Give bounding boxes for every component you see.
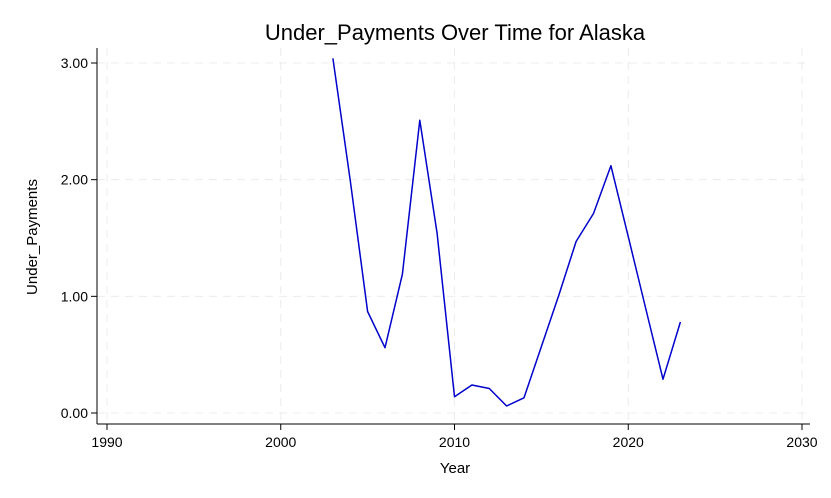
grid	[97, 48, 810, 424]
y-tick-label: 3.00	[61, 55, 88, 71]
y-tick-label: 1.00	[61, 288, 88, 304]
tick-labels: 1990 2000 2010 2020 2030 0.00 1.00 2.00 3.00	[61, 55, 818, 450]
y-tick-label: 0.00	[61, 405, 88, 421]
x-tick-label: 2030	[786, 434, 817, 450]
x-tick-label: 1990	[91, 434, 122, 450]
y-axis-label: Under_Payments	[24, 179, 41, 295]
chart-title: Under_Payments Over Time for Alaska	[265, 20, 646, 45]
x-tick-label: 2010	[439, 434, 470, 450]
x-axis-label: Year	[440, 460, 470, 477]
series-layer	[332, 58, 682, 407]
x-tick-label: 2020	[613, 434, 644, 450]
y-tick-label: 2.00	[61, 172, 88, 188]
axes	[91, 48, 810, 430]
x-tick-label: 2000	[265, 434, 296, 450]
series-line	[332, 58, 682, 407]
